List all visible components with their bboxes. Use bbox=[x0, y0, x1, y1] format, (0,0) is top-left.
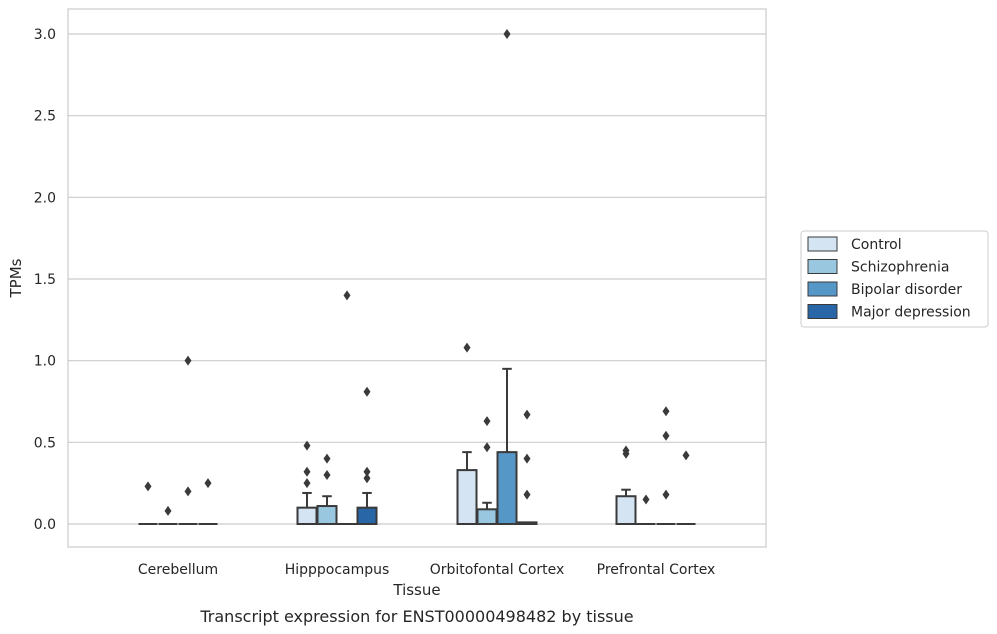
box-bipolar-disorder bbox=[337, 290, 357, 525]
box-schizophrenia bbox=[158, 505, 178, 525]
outlier-point bbox=[463, 342, 471, 353]
box-major-depression bbox=[676, 450, 696, 525]
outlier-point bbox=[164, 505, 172, 516]
y-axis-ticks: 0.0 0.5 1.0 1.5 2.0 2.5 3.0 bbox=[34, 27, 56, 533]
legend: Control Schizophrenia Bipolar disorder Majo… bbox=[800, 230, 989, 328]
box-control bbox=[456, 342, 478, 526]
outlier-point bbox=[343, 290, 351, 301]
box-layer bbox=[138, 29, 696, 526]
x-axis-label: Tissue bbox=[392, 581, 440, 599]
legend-swatch bbox=[807, 259, 838, 274]
box-schizophrenia bbox=[636, 494, 656, 525]
y-tick-label: 2.0 bbox=[34, 190, 56, 206]
box-body bbox=[316, 505, 338, 525]
outlier-point bbox=[363, 473, 371, 484]
outlier-point bbox=[323, 453, 331, 464]
box-control bbox=[615, 445, 637, 526]
outlier-point bbox=[323, 470, 331, 480]
plot-frame bbox=[67, 8, 767, 548]
y-tick-label: 3.0 bbox=[34, 27, 56, 43]
outlier-point bbox=[503, 29, 511, 39]
legend-label: Control bbox=[851, 237, 902, 253]
legend-label: Bipolar disorder bbox=[851, 282, 962, 298]
outlier-point bbox=[523, 489, 531, 500]
y-tick-label: 0.0 bbox=[34, 517, 56, 533]
legend-label: Major depression bbox=[851, 305, 971, 321]
y-axis-label: TPMs bbox=[7, 258, 25, 298]
y-tick-label: 2.5 bbox=[34, 109, 56, 125]
outlier-point bbox=[662, 430, 670, 441]
x-tick-label: Hipppocampus bbox=[285, 562, 390, 578]
outlier-point bbox=[363, 466, 371, 477]
legend-swatch bbox=[807, 304, 838, 319]
box-schizophrenia bbox=[316, 453, 338, 525]
box-body bbox=[476, 508, 498, 525]
outlier-point bbox=[303, 466, 311, 477]
x-axis-ticks: Cerebellum Hipppocampus Orbitofontal Corte… bbox=[138, 562, 715, 578]
box-bipolar-disorder bbox=[178, 355, 198, 525]
outlier-point bbox=[662, 489, 670, 500]
legend-swatch bbox=[807, 281, 838, 297]
box-schizophrenia bbox=[476, 416, 498, 525]
y-tick-label: 1.0 bbox=[34, 354, 56, 370]
box-control bbox=[296, 440, 318, 525]
box-major-depression bbox=[516, 409, 538, 525]
outlier-point bbox=[144, 481, 152, 492]
box-body bbox=[615, 495, 637, 526]
legend-label: Schizophrenia bbox=[851, 260, 949, 276]
outlier-point bbox=[184, 355, 192, 366]
box-body bbox=[496, 451, 518, 525]
outlier-point bbox=[483, 442, 491, 453]
outlier-point bbox=[682, 450, 690, 461]
legend-frame bbox=[800, 230, 989, 328]
outlier-point bbox=[363, 386, 371, 397]
box-major-depression bbox=[198, 478, 218, 525]
box-major-depression bbox=[356, 386, 378, 525]
box-body bbox=[456, 469, 478, 526]
box-bipolar-disorder bbox=[656, 406, 676, 525]
legend-swatch bbox=[807, 236, 838, 252]
outlier-point bbox=[622, 445, 630, 456]
outlier-point bbox=[523, 409, 531, 420]
x-tick-label: Cerebellum bbox=[138, 562, 218, 578]
outlier-point bbox=[303, 440, 311, 451]
outlier-point bbox=[483, 416, 491, 427]
grid-lines bbox=[68, 33, 766, 525]
y-tick-label: 1.5 bbox=[34, 272, 56, 288]
box-bipolar-disorder bbox=[496, 29, 518, 525]
outlier-point bbox=[642, 494, 650, 505]
outlier-point bbox=[523, 453, 531, 464]
x-tick-label: Orbitofontal Cortex bbox=[430, 562, 565, 578]
outlier-point bbox=[662, 406, 670, 417]
x-tick-label: Prefrontal Cortex bbox=[597, 562, 716, 578]
box-body bbox=[296, 506, 318, 525]
chart-title: Transcript expression for ENST0000049848… bbox=[199, 607, 633, 626]
box-body bbox=[356, 506, 378, 525]
outlier-point bbox=[204, 478, 212, 489]
box-control bbox=[138, 481, 158, 525]
outlier-point bbox=[184, 486, 192, 497]
outlier-point bbox=[303, 478, 311, 489]
y-tick-label: 0.5 bbox=[34, 435, 56, 451]
